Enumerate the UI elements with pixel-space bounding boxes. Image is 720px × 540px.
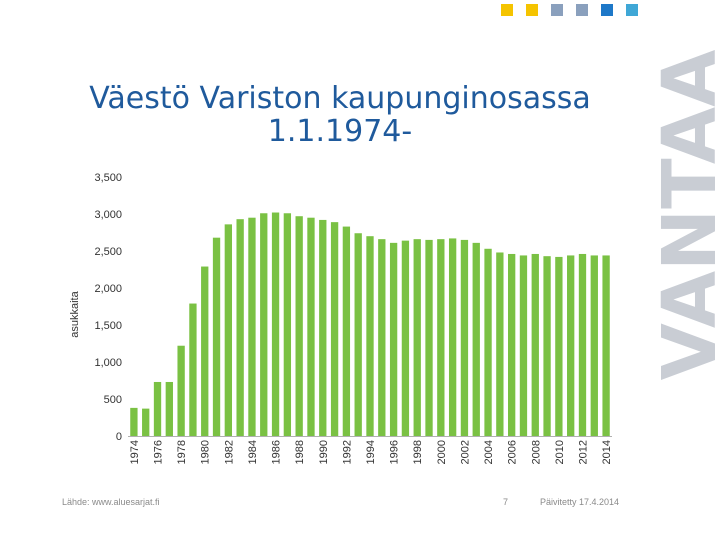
x-tick-label: 1988	[294, 440, 306, 464]
bar-1995	[378, 239, 386, 436]
bar-1985	[260, 213, 268, 436]
bar-1983	[236, 219, 244, 436]
x-tick-label: 1994	[365, 440, 377, 464]
x-tick-label: 2006	[507, 440, 519, 464]
bar-1990	[319, 219, 327, 436]
brand-square	[501, 4, 513, 16]
y-tick-label: 1,500	[94, 320, 122, 332]
source-note: Lähde: www.aluesarjat.fi	[62, 497, 160, 507]
bar-2004	[484, 248, 492, 436]
bar-2008	[531, 253, 539, 436]
x-tick-label: 1996	[389, 440, 401, 464]
bar-1982	[224, 224, 233, 436]
page-number: 7	[503, 497, 509, 507]
slide-title: Väestö Variston kaupunginosassa 1.1.1974…	[80, 82, 600, 148]
y-tick-label: 2,000	[94, 283, 122, 295]
x-tick-label: 1986	[271, 440, 283, 464]
x-tick-label: 1978	[176, 440, 188, 464]
brand-square	[601, 4, 613, 16]
bar-1978	[177, 345, 185, 436]
bar-2002	[460, 239, 469, 436]
bar-1986	[271, 212, 280, 436]
y-tick-label: 3,000	[94, 209, 122, 221]
brand-square	[526, 4, 538, 16]
x-tick-label: 2014	[601, 440, 613, 464]
y-tick-label: 0	[116, 431, 122, 443]
x-tick-label: 1990	[318, 440, 330, 464]
bar-1992	[342, 226, 351, 436]
slide-title-line1: Väestö Variston kaupunginosassa	[89, 81, 591, 116]
bar-2009	[543, 256, 551, 436]
x-tick-label: 2012	[577, 440, 589, 464]
bar-2010	[555, 256, 563, 436]
bar-1988	[295, 216, 303, 436]
bar-1975	[142, 408, 150, 436]
x-tick-label: 2002	[459, 440, 471, 464]
slide-title-line2: 1.1.1974-	[267, 114, 413, 149]
bar-1974	[130, 407, 138, 436]
brand-square	[576, 4, 588, 16]
bar-1987	[283, 213, 292, 436]
x-tick-label: 2000	[436, 440, 448, 464]
x-tick-label: 1976	[153, 440, 165, 464]
bar-1977	[165, 381, 173, 436]
bar-1993	[354, 233, 362, 436]
y-tick-label: 500	[104, 394, 122, 406]
x-tick-label: 1980	[200, 440, 212, 464]
x-tick-label: 2004	[483, 440, 495, 464]
x-tick-label: 1974	[129, 440, 141, 464]
bar-1997	[401, 240, 410, 436]
bar-2003	[472, 242, 480, 436]
bar-1979	[189, 303, 197, 436]
bar-2013	[590, 255, 598, 436]
bar-2001	[448, 238, 457, 436]
x-tick-label: 1992	[341, 440, 353, 464]
bar-1999	[425, 239, 433, 436]
bar-2007	[519, 255, 528, 436]
y-tick-label: 2,500	[94, 246, 122, 258]
bar-2000	[437, 239, 445, 436]
brand-square	[551, 4, 563, 16]
x-tick-label: 2010	[554, 440, 566, 464]
bar-1994	[366, 236, 374, 436]
y-tick-label: 3,500	[94, 172, 122, 184]
y-axis-label: asukkaita	[69, 290, 81, 337]
x-tick-label: 1982	[223, 440, 235, 464]
brand-square	[626, 4, 638, 16]
y-tick-label: 1,000	[94, 357, 122, 369]
bar-2011	[567, 255, 575, 436]
bar-2014	[602, 255, 610, 436]
x-tick-label: 1998	[412, 440, 424, 464]
bar-1996	[389, 242, 398, 436]
updated-date: Päivitetty 17.4.2014	[540, 497, 620, 507]
bar-2012	[578, 253, 587, 436]
bar-1984	[248, 217, 256, 436]
bar-1980	[201, 266, 209, 436]
bar-1998	[413, 239, 421, 436]
bar-1981	[212, 237, 221, 436]
bar-2005	[496, 252, 504, 436]
bar-2006	[507, 253, 516, 436]
bar-1991	[330, 222, 339, 436]
x-tick-label: 1984	[247, 440, 259, 464]
bar-1989	[307, 217, 315, 436]
x-tick-label: 2008	[530, 440, 542, 464]
bar-1976	[153, 381, 162, 436]
